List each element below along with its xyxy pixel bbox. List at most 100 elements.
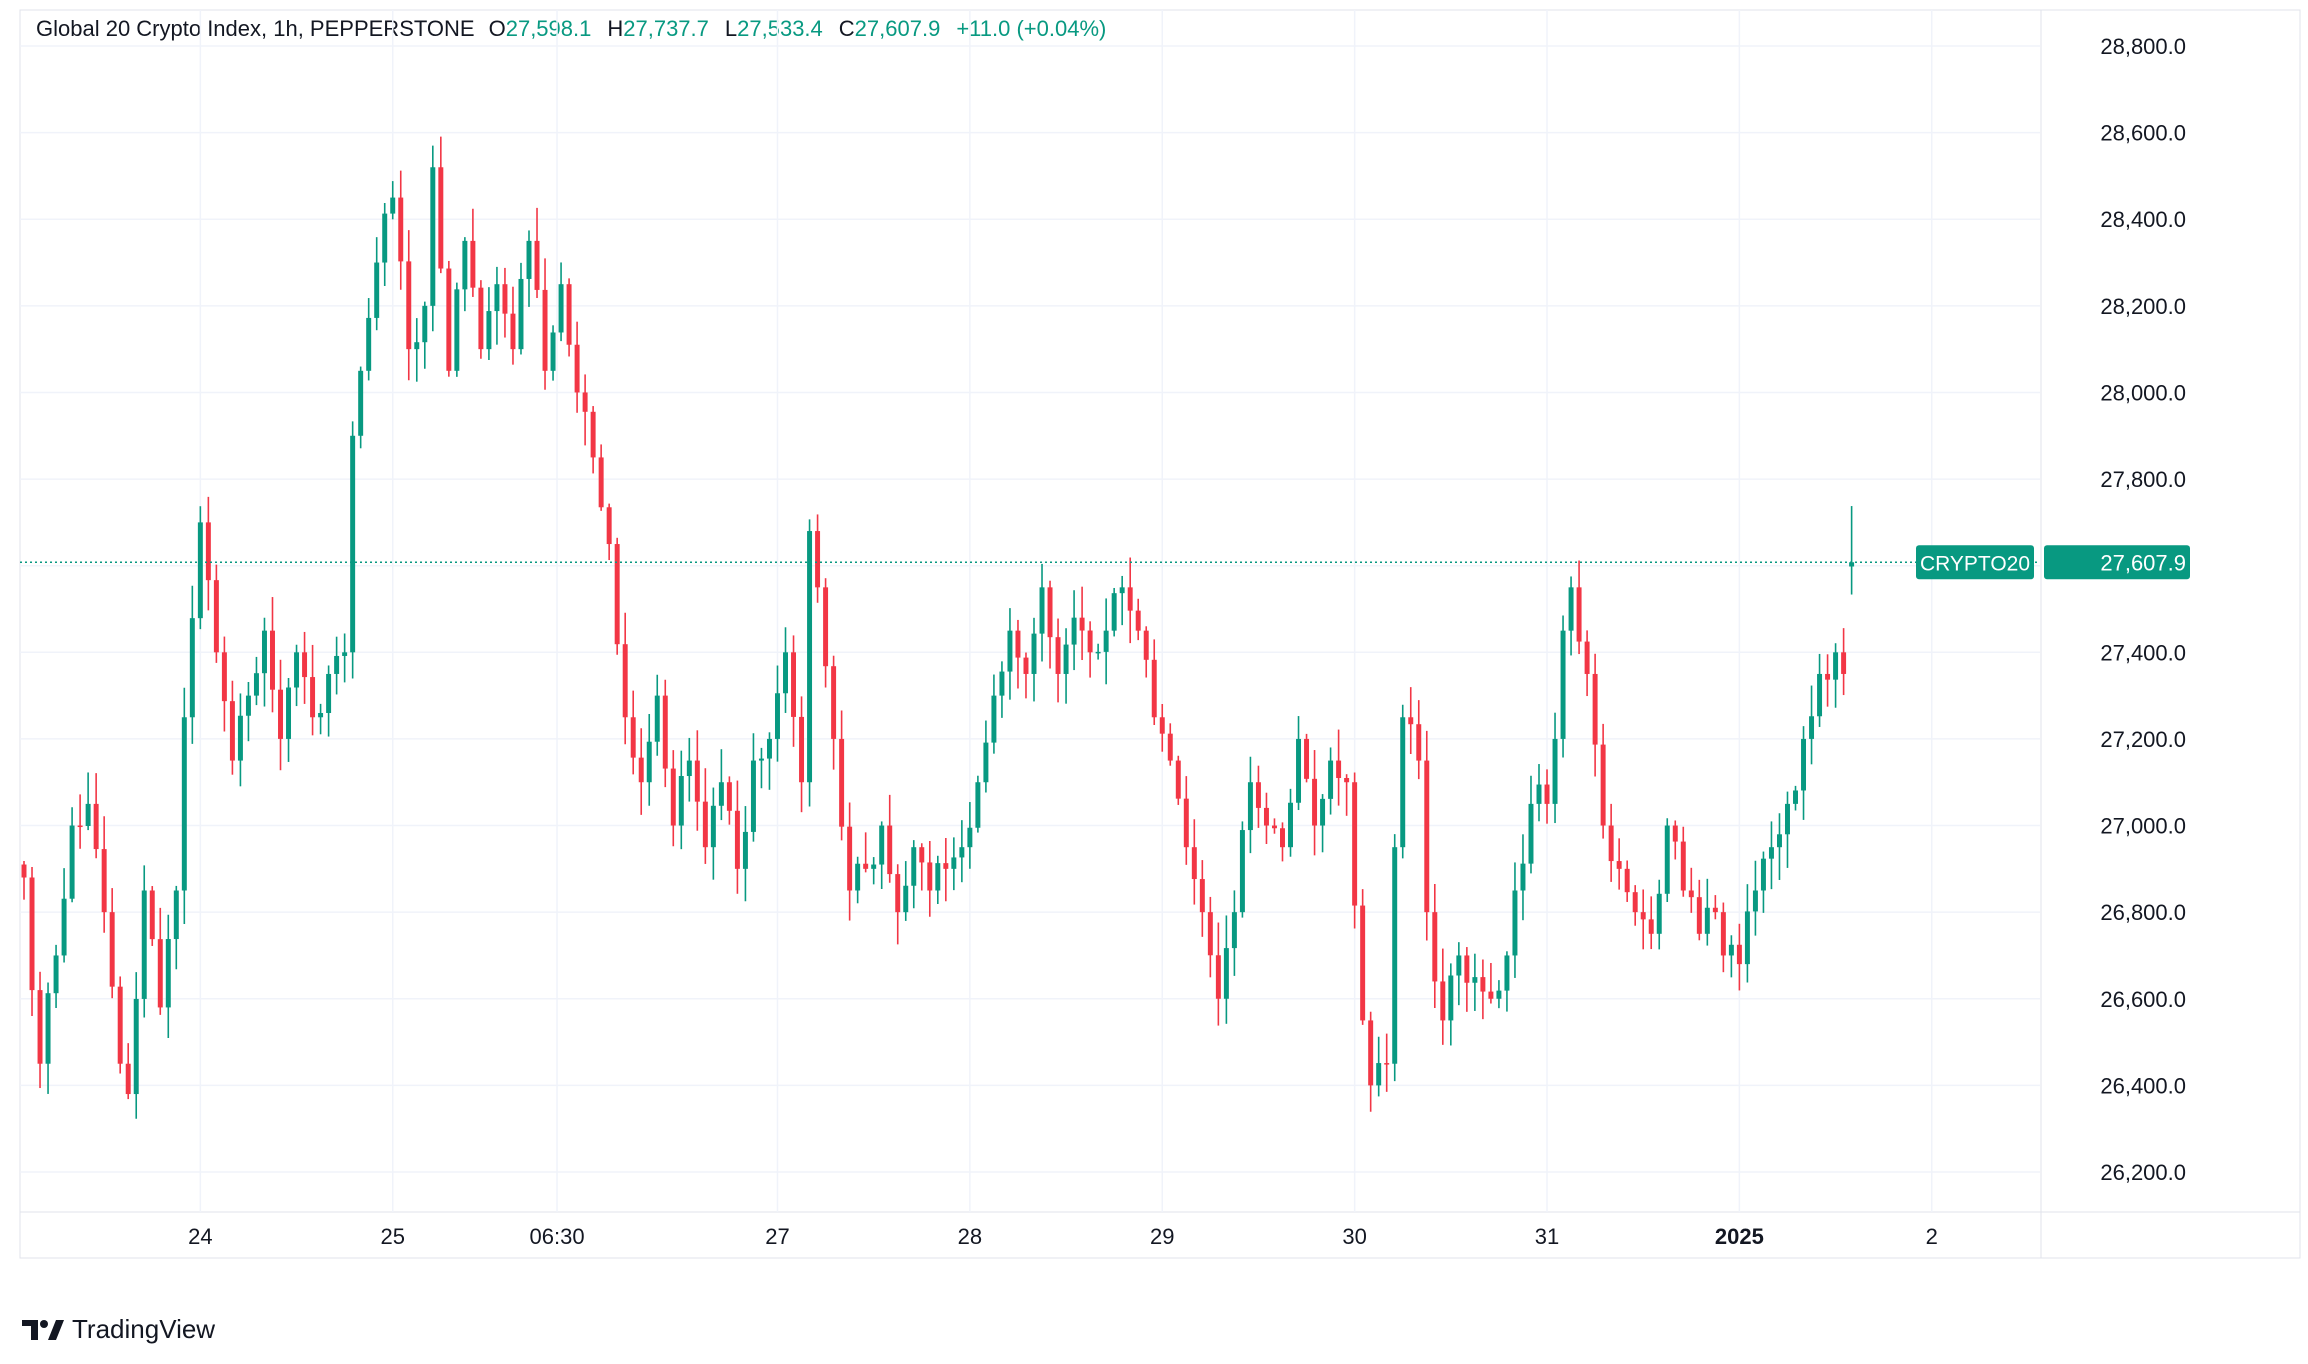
- candle-body: [1817, 673, 1823, 717]
- candle-body: [1728, 944, 1734, 956]
- candle-body: [1071, 617, 1077, 645]
- candle-body: [823, 587, 829, 667]
- candle-body: [294, 652, 300, 688]
- candle-body: [1736, 944, 1742, 965]
- candle-body: [582, 392, 588, 412]
- candle-body: [702, 801, 708, 848]
- change-value: +11.0 (+0.04%): [956, 16, 1107, 41]
- open-label: O: [488, 16, 506, 41]
- y-tick-label: 26,400.0: [2100, 1073, 2186, 1098]
- candle-body: [374, 262, 380, 318]
- candle-body: [1568, 587, 1574, 631]
- candle-body: [983, 742, 989, 783]
- tradingview-brand: TradingView: [72, 1314, 216, 1344]
- candle-body: [518, 278, 524, 350]
- candle-body: [951, 857, 957, 869]
- high-value: 27,737.7: [623, 16, 709, 41]
- candle-body: [871, 864, 877, 869]
- x-tick-label: 24: [188, 1224, 212, 1249]
- symbol-title[interactable]: Global 20 Crypto Index, 1h, PEPPERSTONE: [36, 16, 475, 41]
- y-tick-label: 28,000.0: [2100, 380, 2186, 405]
- candle-body: [975, 782, 981, 828]
- candle-body: [1400, 717, 1406, 848]
- candle-body: [959, 847, 965, 858]
- chart-legend: Global 20 Crypto Index, 1h, PEPPERSTONE …: [36, 16, 1106, 42]
- candle-body: [245, 695, 251, 716]
- candle-body: [1432, 912, 1438, 982]
- candle-body: [935, 863, 941, 891]
- candle-body: [550, 332, 556, 371]
- candle-body: [422, 305, 428, 343]
- candle-body: [350, 435, 356, 653]
- candle-body: [510, 313, 516, 350]
- candle-body: [390, 197, 396, 214]
- candle-body: [1239, 830, 1245, 913]
- candle-body: [1632, 892, 1638, 913]
- candle-body: [807, 531, 813, 783]
- tradingview-logo-icon: [22, 1319, 64, 1340]
- candle-body: [1696, 897, 1702, 934]
- candle-body: [454, 289, 460, 371]
- chart-frame: [19, 9, 2301, 1259]
- candle-body: [903, 885, 909, 913]
- candle-body: [1536, 784, 1542, 804]
- candle-body: [1191, 847, 1197, 880]
- candle-body: [1472, 977, 1478, 983]
- candle-body: [911, 847, 917, 886]
- candle-body: [438, 167, 444, 269]
- candle-body: [991, 695, 997, 743]
- candle-body: [1552, 738, 1558, 804]
- candle-body: [855, 863, 861, 891]
- candle-body: [766, 738, 772, 759]
- candle-body: [1833, 652, 1839, 680]
- candle-body: [831, 666, 837, 739]
- candle-body: [1079, 617, 1085, 631]
- candle-body: [93, 803, 99, 850]
- candle-body: [189, 618, 195, 718]
- candle-body: [799, 716, 805, 783]
- candle-body: [446, 268, 452, 371]
- candle-body: [302, 652, 308, 678]
- tradingview-attribution[interactable]: TradingView: [20, 1314, 215, 1345]
- candle-body: [686, 760, 692, 777]
- candle-body: [815, 531, 821, 588]
- candle-body: [1841, 652, 1847, 674]
- x-tick-label: 30: [1342, 1224, 1366, 1249]
- candle-body: [1424, 760, 1430, 913]
- candle-body: [253, 673, 259, 696]
- candle-body: [879, 825, 885, 865]
- candle-body: [1504, 955, 1510, 991]
- candle-body: [1015, 630, 1021, 658]
- candle-body: [734, 810, 740, 869]
- y-tick-label: 27,200.0: [2100, 727, 2186, 752]
- y-tick-label: 26,200.0: [2100, 1160, 2186, 1185]
- candle-body: [742, 831, 748, 869]
- candle-body: [1087, 630, 1093, 653]
- candle-body: [1672, 825, 1678, 842]
- candle-body: [783, 652, 788, 694]
- candle-body: [1344, 778, 1350, 783]
- candle-body: [197, 522, 203, 619]
- candle-body: [101, 849, 107, 913]
- candle-body: [406, 261, 412, 350]
- candle-body: [398, 197, 404, 262]
- candle-body: [863, 863, 869, 869]
- candle-body: [1127, 587, 1133, 611]
- candle-body: [1488, 991, 1494, 999]
- candle-body: [758, 758, 764, 761]
- candle-body: [1456, 955, 1462, 976]
- candle-body: [213, 580, 219, 653]
- candle-body: [670, 768, 676, 826]
- candle-body: [887, 825, 893, 875]
- candle-body: [1151, 659, 1157, 718]
- candle-body: [1023, 657, 1029, 674]
- candle-body: [1384, 1063, 1390, 1065]
- candle-body: [1640, 912, 1646, 920]
- candle-body: [165, 939, 171, 1008]
- low-label: L: [724, 16, 738, 41]
- candle-body: [526, 240, 532, 279]
- high-label: H: [607, 16, 624, 41]
- candle-body: [310, 677, 316, 718]
- candle-body: [1392, 847, 1398, 1064]
